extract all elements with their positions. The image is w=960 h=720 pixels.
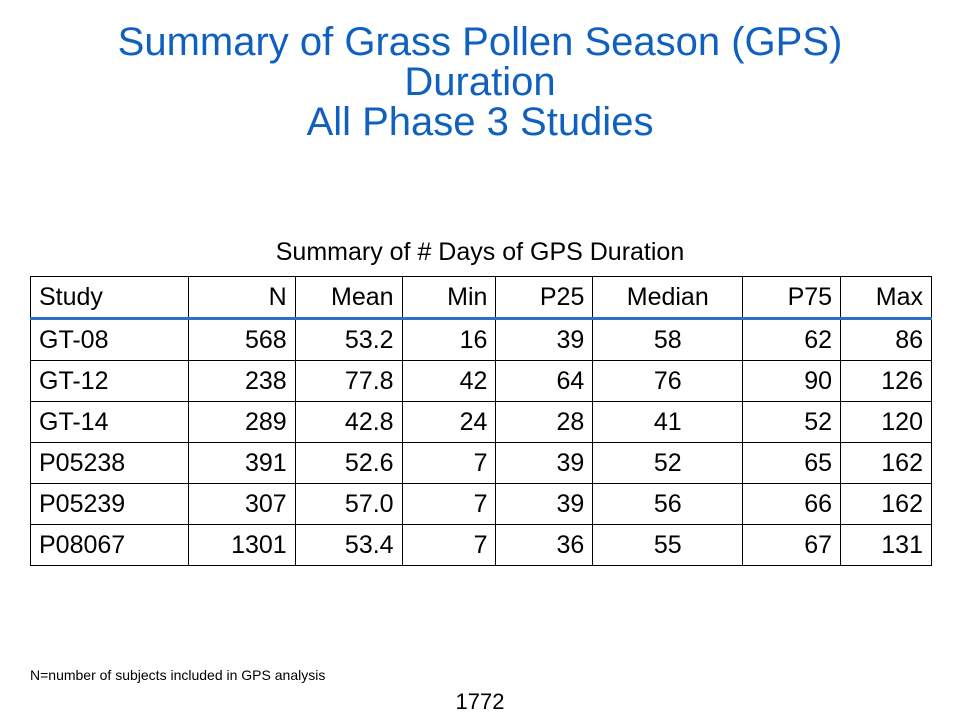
cell-study: GT-14 bbox=[30, 401, 189, 443]
header-p25: P25 bbox=[495, 276, 594, 320]
cell-max: 120 bbox=[840, 401, 932, 443]
cell-median: 41 bbox=[592, 401, 744, 443]
gps-duration-table: Study N Mean Min P25 Median P75 Max GT-0… bbox=[30, 276, 932, 566]
cell-max: 162 bbox=[840, 442, 932, 484]
cell-p25: 39 bbox=[495, 483, 594, 525]
cell-max: 126 bbox=[840, 360, 932, 402]
header-study: Study bbox=[30, 276, 189, 320]
title-line-3: All Phase 3 Studies bbox=[306, 100, 654, 144]
cell-p25: 28 bbox=[495, 401, 594, 443]
slide-title: Summary of Grass Pollen Season (GPS) Dur… bbox=[0, 22, 960, 142]
cell-n: 289 bbox=[187, 401, 296, 443]
header-median: Median bbox=[592, 276, 744, 320]
page-number: 1772 bbox=[455, 689, 505, 714]
cell-max: 131 bbox=[840, 524, 932, 566]
title-line-1: Summary of Grass Pollen Season (GPS) bbox=[117, 20, 843, 64]
cell-min: 7 bbox=[401, 483, 497, 525]
cell-max: 86 bbox=[840, 318, 932, 361]
cell-p75: 62 bbox=[742, 318, 842, 361]
table-caption: Summary of # Days of GPS Duration bbox=[275, 238, 685, 266]
cell-n: 238 bbox=[187, 360, 296, 402]
table-row: GT-08 568 53.2 16 39 58 62 86 bbox=[30, 318, 932, 361]
cell-study: GT-12 bbox=[30, 360, 189, 402]
header-n: N bbox=[187, 276, 296, 320]
cell-min: 16 bbox=[401, 318, 497, 361]
table-row: P05238 391 52.6 7 39 52 65 162 bbox=[30, 442, 932, 484]
header-min: Min bbox=[401, 276, 497, 320]
header-max: Max bbox=[840, 276, 932, 320]
cell-min: 24 bbox=[401, 401, 497, 443]
cell-median: 55 bbox=[592, 524, 744, 566]
cell-median: 58 bbox=[592, 318, 744, 361]
header-mean: Mean bbox=[294, 276, 403, 320]
cell-p25: 39 bbox=[495, 442, 594, 484]
cell-median: 56 bbox=[592, 483, 744, 525]
cell-min: 7 bbox=[401, 442, 497, 484]
cell-median: 52 bbox=[592, 442, 744, 484]
title-line-2: Duration bbox=[404, 60, 556, 104]
cell-p75: 65 bbox=[742, 442, 842, 484]
cell-n: 391 bbox=[187, 442, 296, 484]
cell-mean: 53.4 bbox=[294, 524, 403, 566]
cell-p75: 67 bbox=[742, 524, 842, 566]
cell-p25: 36 bbox=[495, 524, 594, 566]
table-row: GT-14 289 42.8 24 28 41 52 120 bbox=[30, 401, 932, 443]
header-p75: P75 bbox=[742, 276, 842, 320]
footnote: N=number of subjects included in GPS ana… bbox=[30, 667, 326, 683]
cell-median: 76 bbox=[592, 360, 744, 402]
cell-p75: 66 bbox=[742, 483, 842, 525]
cell-n: 1301 bbox=[187, 524, 296, 566]
table-header-row: Study N Mean Min P25 Median P75 Max bbox=[30, 276, 932, 320]
table-row: P05239 307 57.0 7 39 56 66 162 bbox=[30, 483, 932, 525]
table-row: GT-12 238 77.8 42 64 76 90 126 bbox=[30, 360, 932, 402]
cell-study: P05238 bbox=[30, 442, 189, 484]
cell-mean: 77.8 bbox=[294, 360, 403, 402]
cell-study: P08067 bbox=[30, 524, 189, 566]
cell-min: 7 bbox=[401, 524, 497, 566]
cell-n: 307 bbox=[187, 483, 296, 525]
table-row: P08067 1301 53.4 7 36 55 67 131 bbox=[30, 524, 932, 566]
cell-max: 162 bbox=[840, 483, 932, 525]
cell-p25: 64 bbox=[495, 360, 594, 402]
cell-mean: 53.2 bbox=[294, 318, 403, 361]
cell-mean: 57.0 bbox=[294, 483, 403, 525]
cell-study: P05239 bbox=[30, 483, 189, 525]
cell-min: 42 bbox=[401, 360, 497, 402]
cell-study: GT-08 bbox=[30, 318, 189, 361]
cell-p75: 90 bbox=[742, 360, 842, 402]
cell-n: 568 bbox=[187, 318, 296, 361]
cell-mean: 42.8 bbox=[294, 401, 403, 443]
cell-p75: 52 bbox=[742, 401, 842, 443]
cell-p25: 39 bbox=[495, 318, 594, 361]
cell-mean: 52.6 bbox=[294, 442, 403, 484]
